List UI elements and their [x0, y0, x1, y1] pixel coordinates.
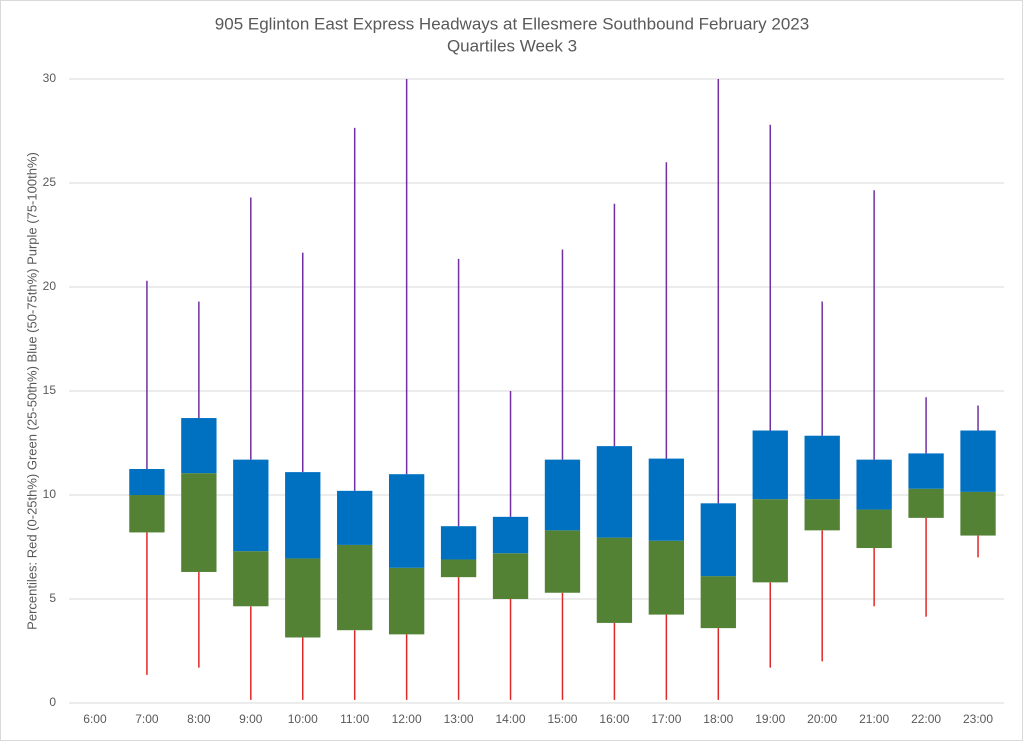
x-tick-label: 6:00: [83, 712, 107, 726]
y-tick-label: 25: [43, 175, 57, 189]
lower-box: [233, 551, 269, 607]
upper-box: [960, 430, 996, 492]
y-tick-label: 30: [43, 71, 57, 85]
lower-box: [440, 559, 477, 578]
y-tick-label: 20: [43, 279, 57, 293]
lower-box: [544, 530, 581, 593]
x-tick-label: 22:00: [911, 712, 941, 726]
upper-box: [804, 435, 840, 500]
upper-box: [233, 459, 269, 552]
lower-box: [337, 544, 373, 631]
upper-box: [856, 459, 892, 510]
chart-subtitle: Quartiles Week 3: [447, 36, 577, 55]
upper-box: [596, 446, 633, 538]
lower-box: [285, 558, 321, 638]
x-tick-label: 15:00: [547, 712, 577, 726]
upper-box: [752, 430, 788, 500]
upper-box: [440, 526, 477, 560]
lower-box: [804, 499, 840, 531]
x-tick-label: 10:00: [288, 712, 318, 726]
upper-box: [700, 503, 736, 577]
upper-box: [648, 458, 685, 541]
y-tick-label: 15: [43, 383, 57, 397]
upper-box: [337, 490, 373, 545]
x-tick-label: 14:00: [496, 712, 526, 726]
lower-box: [648, 540, 685, 615]
x-tick-label: 9:00: [239, 712, 263, 726]
upper-box: [129, 469, 165, 495]
lower-box: [181, 473, 217, 572]
x-tick-label: 17:00: [651, 712, 681, 726]
upper-box: [285, 472, 321, 559]
lower-box: [856, 509, 892, 549]
x-tick-label: 8:00: [187, 712, 211, 726]
x-tick-label: 16:00: [599, 712, 629, 726]
upper-box: [181, 418, 217, 474]
x-tick-label: 21:00: [859, 712, 889, 726]
x-tick-label: 12:00: [392, 712, 422, 726]
upper-box: [908, 453, 944, 489]
lower-box: [700, 576, 736, 629]
lower-box: [492, 553, 529, 599]
y-axis-label: Percentiles: Red (0-25th%) Green (25-50t…: [24, 152, 39, 630]
x-tick-label: 19:00: [755, 712, 785, 726]
x-tick-label: 23:00: [963, 712, 993, 726]
x-tick-label: 18:00: [703, 712, 733, 726]
y-tick-label: 5: [49, 591, 56, 605]
lower-box: [960, 491, 996, 536]
y-tick-label: 10: [43, 487, 57, 501]
upper-box: [388, 474, 425, 568]
x-tick-label: 20:00: [807, 712, 837, 726]
x-tick-label: 13:00: [444, 712, 474, 726]
x-tick-label: 11:00: [340, 712, 369, 726]
lower-box: [388, 567, 425, 635]
lower-box: [596, 537, 633, 623]
chart-title: 905 Eglinton East Express Headways at El…: [215, 14, 809, 33]
lower-box: [129, 495, 165, 533]
lower-box: [752, 499, 788, 583]
y-tick-label: 0: [49, 695, 56, 709]
upper-box: [492, 516, 529, 554]
x-tick-label: 7:00: [135, 712, 159, 726]
lower-box: [908, 488, 944, 518]
upper-box: [544, 459, 581, 531]
